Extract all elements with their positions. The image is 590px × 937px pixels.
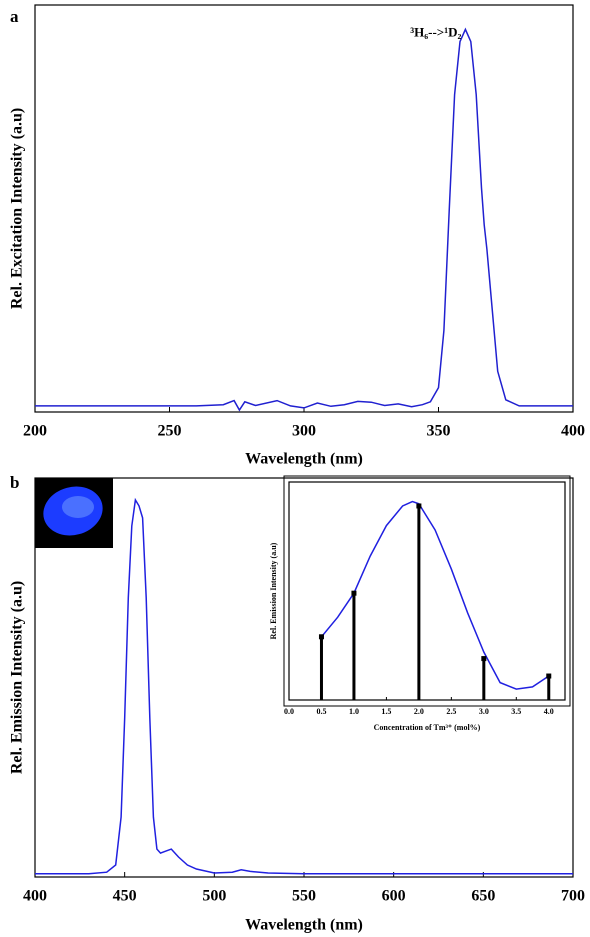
- x-tick-label: 4.0: [544, 707, 554, 716]
- x-tick-label: 3.0: [479, 707, 489, 716]
- stem-bar: [482, 658, 486, 700]
- x-tick-label: 200: [23, 423, 47, 440]
- stem-bar: [417, 505, 421, 700]
- x-tick-label: 650: [471, 888, 495, 905]
- x-axis-label: Wavelength (nm): [245, 917, 363, 934]
- stem-marker: [546, 673, 552, 679]
- y-axis-label: Rel. Emission Intensity (a.u): [269, 542, 278, 639]
- panel-label: a: [10, 7, 19, 26]
- x-tick-label: 700: [561, 888, 585, 905]
- y-axis-label: Rel. Emission Intensity (a.u): [9, 581, 26, 774]
- y-axis-label: Rel. Excitation Intensity (a.u): [9, 108, 26, 309]
- x-axis-label: Wavelength (nm): [245, 451, 363, 468]
- spectrum-line: [35, 497, 573, 875]
- inset-frame: [283, 475, 571, 707]
- plot-frame: [34, 4, 574, 413]
- stem-marker: [318, 634, 324, 640]
- stem-marker: [481, 656, 487, 662]
- peak-annotation: ³H₆-->¹D₂: [410, 24, 461, 39]
- stem-bar: [547, 676, 551, 700]
- x-tick-label: 0.5: [316, 707, 326, 716]
- fit-curve: [320, 500, 550, 690]
- photo-core: [62, 496, 94, 518]
- spectrum-line: [35, 27, 573, 412]
- x-tick-label: 500: [202, 888, 226, 905]
- x-axis-label: Concentration of Tm³⁺ (mol%): [374, 723, 481, 732]
- x-tick-label: 1.5: [381, 707, 391, 716]
- x-tick-label: 350: [427, 423, 451, 440]
- stem-marker: [416, 503, 422, 509]
- x-tick-label: 600: [382, 888, 406, 905]
- x-tick-label: 400: [23, 888, 47, 905]
- stem-bar: [319, 636, 323, 700]
- stem-bar: [352, 593, 356, 700]
- x-tick-label: 450: [113, 888, 137, 905]
- x-tick-label: 550: [292, 888, 316, 905]
- stem-marker: [351, 590, 357, 596]
- x-tick-label: 2.0: [414, 707, 424, 716]
- x-tick-label: 0.0: [284, 707, 294, 716]
- x-tick-label: 3.5: [511, 707, 521, 716]
- x-tick-label: 250: [158, 423, 182, 440]
- x-tick-label: 300: [292, 423, 316, 440]
- plot-frame: [288, 481, 566, 701]
- x-tick-label: 2.5: [446, 707, 456, 716]
- plot-frame: [34, 477, 574, 878]
- x-tick-label: 400: [561, 423, 585, 440]
- panel-label: b: [10, 473, 19, 492]
- x-tick-label: 1.0: [349, 707, 359, 716]
